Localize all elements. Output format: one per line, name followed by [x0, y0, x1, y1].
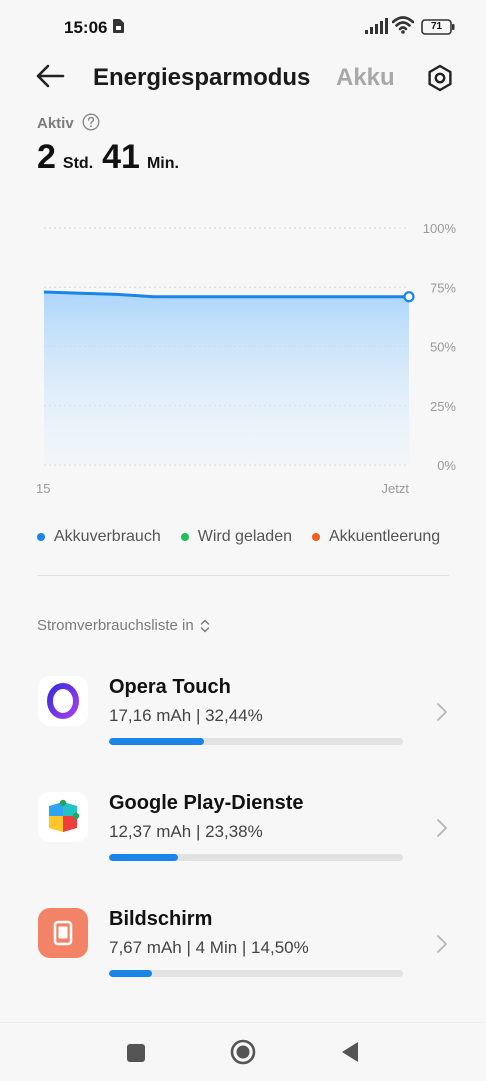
- status-bar: 15:06 71: [0, 0, 486, 52]
- chevron-right-icon: [437, 819, 447, 837]
- navigation-bar: [0, 1022, 486, 1081]
- legend-label: Wird geladen: [197, 528, 292, 545]
- wifi-icon: [392, 16, 414, 34]
- app-stats: 7,67 mAh | 4 Min | 14,50%: [109, 938, 309, 957]
- app-row-opera-touch[interactable]: Opera Touch 17,16 mAh | 32,44%: [0, 676, 486, 776]
- recent-apps-icon[interactable]: [126, 1043, 146, 1063]
- app-name: Opera Touch: [109, 676, 231, 698]
- sort-toggle-icon: [200, 619, 209, 632]
- opera-icon: [38, 676, 88, 726]
- y-tick-label: 25%: [430, 399, 456, 414]
- battery-level: 71: [430, 21, 443, 32]
- status-time: 15:06: [64, 18, 108, 37]
- duration-hours-unit: Std.: [62, 155, 94, 172]
- active-duration: 2 Std. 41 Min.: [37, 138, 188, 177]
- y-tick-label: 0%: [437, 458, 456, 473]
- legend-dot-icon: [312, 533, 320, 541]
- help-icon[interactable]: [82, 113, 100, 131]
- legend-item: Akkuentleerung: [312, 528, 440, 546]
- duration-minutes: 41: [102, 138, 140, 176]
- current-point: [403, 291, 415, 303]
- page-title: Energiesparmodus: [93, 64, 311, 91]
- x-tick-label: 15: [36, 481, 50, 496]
- tab-akku[interactable]: Akku: [336, 64, 395, 91]
- signal-icon: [365, 18, 388, 34]
- chevron-right-icon: [437, 703, 447, 721]
- usage-bar-fill: [109, 970, 152, 977]
- duration-hours: 2: [37, 138, 56, 176]
- home-icon[interactable]: [230, 1039, 256, 1065]
- app-row-google-play-services[interactable]: Google Play-Dienste 12,37 mAh | 23,38%: [0, 792, 486, 892]
- usage-bar-fill: [109, 854, 178, 861]
- header: Energiesparmodus Akku: [0, 52, 486, 106]
- series-line: [43, 290, 409, 299]
- nav-back-icon[interactable]: [340, 1041, 360, 1063]
- google-play-services-icon: [38, 792, 88, 842]
- y-tick-label: 75%: [430, 280, 456, 295]
- app-name: Bildschirm: [109, 908, 213, 930]
- app-row-screen[interactable]: Bildschirm 7,67 mAh | 4 Min | 14,50%: [0, 908, 486, 1008]
- gear-icon[interactable]: [426, 64, 454, 92]
- usage-bar: [109, 738, 403, 745]
- usage-list-header[interactable]: Stromverbrauchsliste in: [37, 617, 210, 634]
- battery-icon: [421, 19, 455, 35]
- legend-item: Wird geladen: [180, 528, 292, 546]
- screen-icon: [38, 908, 88, 958]
- chevron-right-icon: [437, 935, 447, 953]
- back-arrow-icon[interactable]: [34, 63, 66, 89]
- app-stats: 17,16 mAh | 32,44%: [109, 706, 263, 725]
- chart-legend: Akkuverbrauch Wird geladen Akkuentleerung: [37, 526, 440, 548]
- y-tick-label: 50%: [430, 340, 456, 355]
- battery-usage-chart: 100% 75% 50% 25% 0% 15 Jetzt: [36, 221, 457, 496]
- x-tick-label: Jetzt: [382, 481, 410, 496]
- divider: [37, 575, 449, 576]
- legend-label: Akkuentleerung: [329, 528, 441, 545]
- legend-item: Akkuverbrauch: [37, 528, 161, 546]
- legend-label: Akkuverbrauch: [54, 528, 161, 545]
- y-tick-label: 100%: [423, 221, 457, 236]
- app-name: Google Play-Dienste: [109, 792, 304, 814]
- usage-bar: [109, 854, 403, 861]
- usage-list-label: Stromverbrauchsliste in: [37, 617, 194, 634]
- usage-bar: [109, 970, 403, 977]
- app-stats: 12,37 mAh | 23,38%: [109, 822, 263, 841]
- duration-minutes-unit: Min.: [146, 155, 179, 172]
- legend-dot-icon: [37, 533, 45, 541]
- active-label: Aktiv: [37, 115, 74, 132]
- sim-card-icon: [113, 19, 124, 33]
- usage-bar-fill: [109, 738, 205, 745]
- series-area: [44, 292, 409, 465]
- legend-dot-icon: [180, 533, 189, 541]
